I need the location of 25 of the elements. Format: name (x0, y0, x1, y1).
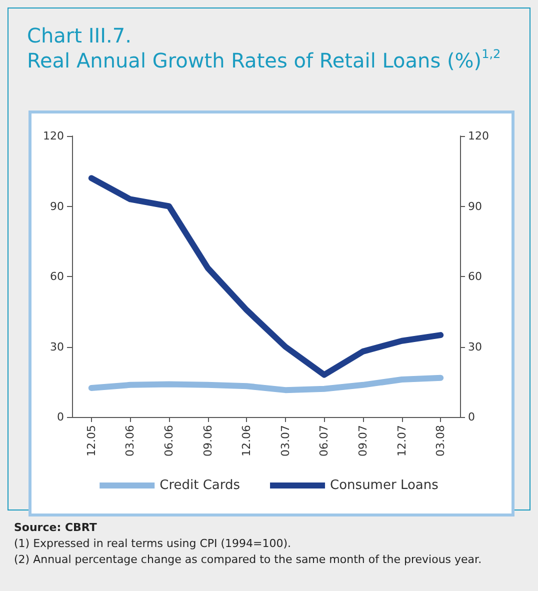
x-tick-label: 12.07 (395, 425, 408, 456)
y-tick-label: 120 (43, 130, 64, 142)
y2-tick-label: 90 (468, 200, 482, 213)
x-tick-label: 09.06 (201, 425, 214, 456)
legend-label: Consumer Loans (330, 478, 439, 493)
y2-tick-label: 30 (468, 340, 482, 354)
text: (2) Annual percentage change as compared to the same month of the previous year. (14, 553, 482, 566)
y-tick-label: 90 (50, 200, 64, 213)
y-tick-label: 0 (57, 410, 64, 424)
y-tick-label: 30 (50, 340, 64, 354)
x-tick-label: 03.06 (124, 425, 137, 456)
y2-tick-label: 120 (468, 130, 489, 142)
x-tick-label: 06.06 (162, 425, 176, 456)
x-tick-label: 03.08 (434, 425, 448, 456)
x-tick-label: 12.06 (240, 425, 254, 456)
source-note: Source: CBRT (14, 521, 98, 534)
x-tick-label: 03.07 (278, 425, 292, 456)
x-tick-label: 06.07 (318, 425, 331, 456)
y-tick-label: 60 (50, 270, 64, 283)
y2-tick-label: 0 (468, 410, 475, 424)
legend-label: Credit Cards (160, 478, 240, 493)
x-tick-label: 09.07 (356, 425, 370, 456)
x-tick-label: 12.05 (84, 425, 98, 456)
y2-tick-label: 60 (468, 270, 482, 283)
text: (1) Expressed in real terms using CPI (1994=100). (14, 537, 292, 550)
